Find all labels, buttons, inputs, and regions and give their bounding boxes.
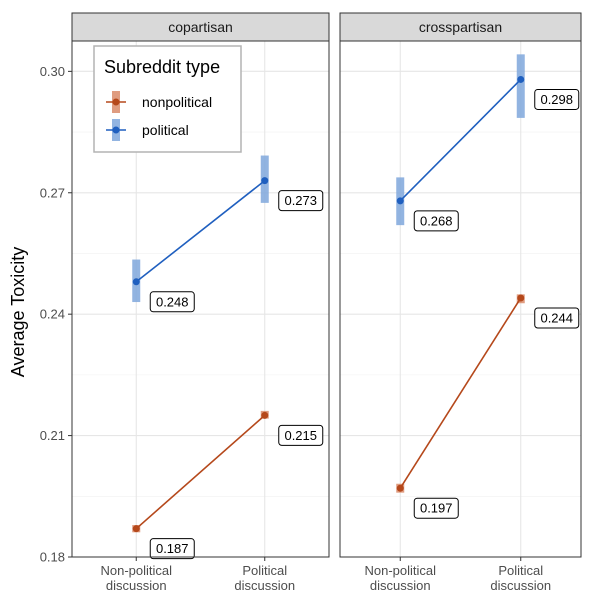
data-point-nonpolitical [517, 294, 525, 302]
y-tick-label: 0.27 [40, 185, 65, 200]
series-line-nonpolitical [135, 414, 266, 530]
y-tick-label: 0.30 [40, 64, 65, 79]
y-tick-label: 0.18 [40, 550, 65, 565]
panel-crosspartisan: crosspartisan 0.197 0.244 0.268 0.298 [339, 12, 582, 558]
value-label-box [149, 538, 195, 560]
data-point-political [396, 197, 404, 205]
series-line-political [399, 78, 522, 202]
value-label: 0.248 [156, 294, 189, 309]
value-label: 0.187 [156, 541, 189, 556]
value-label: 0.298 [540, 92, 573, 107]
value-label: 0.273 [284, 193, 317, 208]
ci-band-political [516, 54, 525, 118]
x-tick-label: Political discussion [490, 563, 551, 593]
legend-item-label: political [142, 122, 189, 138]
series-line-nonpolitical [399, 297, 522, 489]
value-label-box [278, 424, 324, 446]
value-label: 0.268 [420, 213, 453, 228]
value-label-box [534, 307, 580, 329]
value-label-box [149, 291, 195, 313]
value-label-box [413, 497, 459, 519]
data-point-political [132, 278, 140, 286]
y-tick-label: 0.21 [40, 428, 65, 443]
value-label: 0.197 [420, 501, 453, 516]
facet-strip-label: crosspartisan [419, 19, 502, 35]
x-tick-label: Non-political discussion [100, 563, 172, 593]
y-tick-label: 0.24 [40, 307, 65, 322]
x-axis-ticks: Non-political discussion Political discussi… [100, 557, 551, 593]
x-tick-label: Political discussion [234, 563, 295, 593]
data-point-political [517, 75, 525, 83]
x-tick-label: Non-political discussion [364, 563, 436, 593]
value-label-box [413, 210, 459, 232]
legend-key-point [112, 126, 120, 134]
value-label-box [534, 88, 580, 110]
facet-strip-label: copartisan [168, 19, 233, 35]
panel-border [339, 40, 582, 558]
data-point-nonpolitical [261, 411, 269, 419]
legend-item-label: nonpolitical [142, 94, 212, 110]
data-point-nonpolitical [396, 484, 404, 492]
facet-strip [71, 12, 330, 42]
value-label: 0.244 [540, 310, 573, 325]
y-axis-title: Average Toxicity [8, 247, 28, 377]
data-point-political [261, 177, 269, 185]
value-label-box [278, 190, 324, 212]
legend-key-point [112, 98, 120, 106]
series-line-political [135, 179, 266, 283]
facet-strip [339, 12, 582, 42]
legend-title: Subreddit type [104, 57, 220, 77]
value-label: 0.215 [284, 428, 317, 443]
y-axis-ticks: 0.18 0.21 0.24 0.27 0.30 [40, 64, 72, 565]
legend: Subreddit type nonpolitical political [93, 45, 242, 153]
panel-background [340, 41, 581, 557]
panel-border [71, 40, 330, 558]
data-point-nonpolitical [132, 525, 140, 533]
